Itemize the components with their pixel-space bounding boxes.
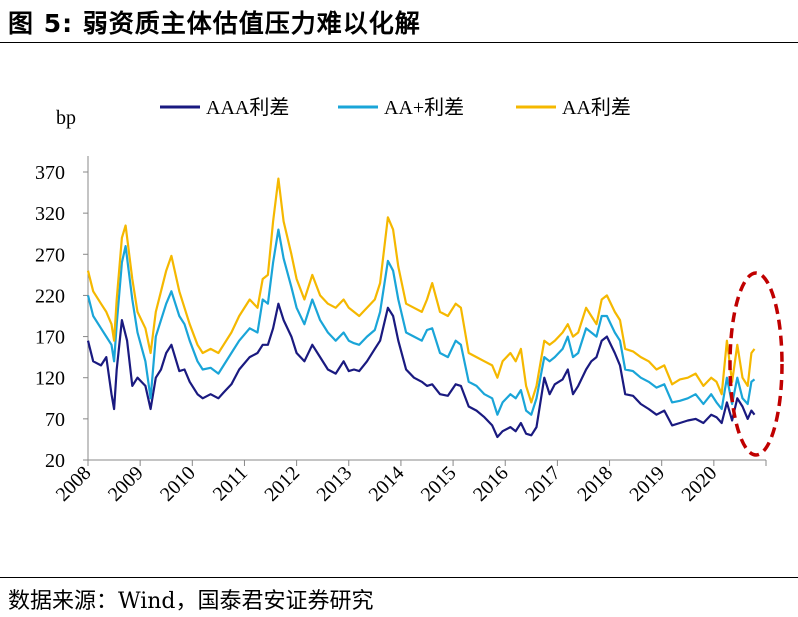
y-tick-label: 320 xyxy=(35,203,65,225)
legend-label-1: AAA利差 xyxy=(206,96,289,119)
source-rule xyxy=(0,577,798,578)
x-tick-label: 2015 xyxy=(417,462,461,506)
y-tick-label: 270 xyxy=(35,244,65,266)
y-unit-label: bp xyxy=(56,107,76,129)
legend-label-3: AA利差 xyxy=(562,96,631,119)
x-tick-label: 2010 xyxy=(156,462,200,506)
source-note: 数据来源：Wind，国泰君安证券研究 xyxy=(8,589,374,614)
series-line-1 xyxy=(86,302,756,439)
x-tick-label: 2014 xyxy=(365,462,409,506)
x-tick-label: 2011 xyxy=(209,462,252,505)
x-tick-label: 2013 xyxy=(312,462,356,506)
x-tick-label: 2012 xyxy=(260,462,304,506)
legend-label-2: AA+利差 xyxy=(384,96,464,119)
x-tick-label: 2016 xyxy=(469,462,513,506)
chart-series-group xyxy=(86,177,756,439)
x-tick-label: 2020 xyxy=(678,462,722,506)
y-tick-label: 20 xyxy=(45,450,65,472)
y-tick-label: 220 xyxy=(35,285,65,307)
series-line-3 xyxy=(86,177,756,404)
y-tick-label: 70 xyxy=(45,409,65,431)
y-tick-label: 370 xyxy=(35,162,65,184)
y-tick-label: 120 xyxy=(35,368,65,390)
series-line-2 xyxy=(86,228,756,416)
chart-legend: AAA利差 AA+利差 AA利差 xyxy=(160,96,631,119)
highlight-ellipse xyxy=(728,271,784,457)
y-tick-label: 170 xyxy=(35,327,65,349)
x-tick-label: 2018 xyxy=(573,462,617,506)
x-tick-label: 2009 xyxy=(104,462,148,506)
x-tick-label: 2019 xyxy=(625,462,669,506)
x-tick-label: 2017 xyxy=(521,462,565,506)
title-rule xyxy=(0,42,798,43)
figure-title: 图 5: 弱资质主体估值压力难以化解 xyxy=(8,9,421,38)
